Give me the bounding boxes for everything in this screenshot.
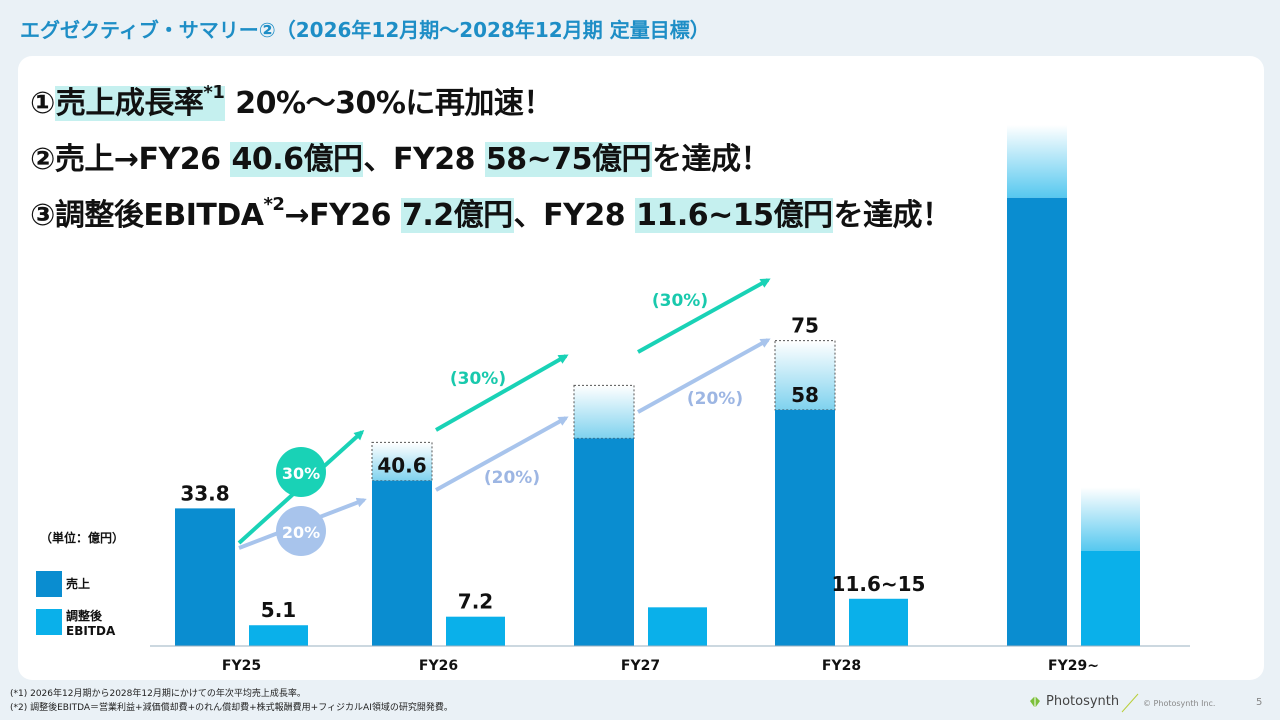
bar-ebitda-fy27 <box>648 607 707 646</box>
headline-value: 58~75億円 <box>484 142 653 177</box>
data-label-sales-fy25: 33.8 <box>180 481 229 505</box>
headline-sales: ②売上→FY26 40.6億円、FY28 58~75億円を達成！ <box>30 142 771 177</box>
page-title: エグゼクティブ・サマリー②（2026年12月期〜2028年12月期 定量目標） <box>20 18 710 42</box>
bar-ebitda-fy29-fade <box>1081 487 1140 551</box>
footnote-2: (*2) 調整後EBITDA＝営業利益+減価償却費+のれん償却費+株式報酬費用+… <box>10 703 453 713</box>
bar-ebitda-fy28 <box>849 598 908 646</box>
growth-badge-low <box>276 506 326 556</box>
bar-sales-fy28 <box>775 409 835 646</box>
legend-swatch-ebitda <box>36 609 62 635</box>
headline-highlight: 売上成長率*1 <box>54 82 226 121</box>
x-tick-label: FY26 <box>419 658 458 674</box>
copyright: © Photosynth Inc. <box>1143 699 1216 708</box>
data-label-sales-fy26: 40.6 <box>377 454 426 478</box>
bar-sales-fy25 <box>175 508 235 646</box>
growth-arrow-high-3 <box>637 278 771 354</box>
growth-badge-high-label: 30% <box>282 464 320 483</box>
x-tick-label: FY28 <box>822 658 861 674</box>
divider-slash <box>1121 693 1139 713</box>
headline-value: 11.6~15億円 <box>635 198 834 233</box>
data-label-ebitda-fy28: 11.6~15 <box>832 572 926 596</box>
bar-sales-upside-fy26 <box>371 441 433 482</box>
growth-arrow-high-2 <box>435 354 569 432</box>
bar-sales-upside-fy28 <box>774 340 836 411</box>
footnote-1: (*1) 2026年12月期から2028年12月期にかけての年次平均売上成長率。 <box>10 689 306 699</box>
growth-label-high: (30%) <box>450 369 506 389</box>
data-label-ebitda-fy26: 7.2 <box>458 590 493 614</box>
growth-arrow-low-2 <box>435 416 569 492</box>
data-label-sales-fy28: 58 <box>791 383 819 407</box>
bar-sales-fy29-fade <box>1007 124 1067 198</box>
bar-sales-fy29 <box>1007 197 1067 646</box>
growth-label-high: (30%) <box>652 291 708 311</box>
bar-sales-upside-fy27 <box>573 384 635 439</box>
bar-ebitda-fy26 <box>446 616 505 646</box>
x-tick-label: FY29~ <box>1048 658 1099 674</box>
headline-value: 40.6億円 <box>230 142 364 177</box>
growth-label-low: (20%) <box>484 468 540 488</box>
bar-ebitda-fy29 <box>1081 550 1140 646</box>
x-tick-label: FY25 <box>222 658 261 674</box>
x-tick-label: FY27 <box>621 658 660 674</box>
unit-label: （単位：億円） <box>40 531 125 545</box>
headline-value: 20%〜30% <box>235 86 406 121</box>
bar-ebitda-fy25 <box>249 625 308 646</box>
data-label-ebitda-fy25: 5.1 <box>261 598 296 622</box>
growth-badge-high <box>276 447 326 497</box>
growth-badge-low-label: 20% <box>282 523 320 542</box>
growth-arrow-low-3 <box>637 338 771 414</box>
legend-swatch-sales <box>36 571 62 597</box>
company-logo: Photosynth <box>1028 694 1119 709</box>
headline-marker: ① <box>30 86 55 121</box>
headline-value: 7.2億円 <box>401 198 514 233</box>
bar-sales-fy27 <box>574 438 634 646</box>
bar-sales-fy26 <box>372 480 432 646</box>
growth-label-low: (20%) <box>687 389 743 409</box>
headline-ebitda: ③調整後EBITDA*2→FY26 7.2億円、FY28 11.6~15億円を達… <box>30 194 952 233</box>
leaf-icon <box>1030 695 1040 708</box>
page-number: 5 <box>1256 697 1263 708</box>
data-label-sales-upside-fy28: 75 <box>791 314 819 338</box>
headline-growth-rate: ①売上成長率*1 20%〜30%に再加速！ <box>30 82 553 121</box>
